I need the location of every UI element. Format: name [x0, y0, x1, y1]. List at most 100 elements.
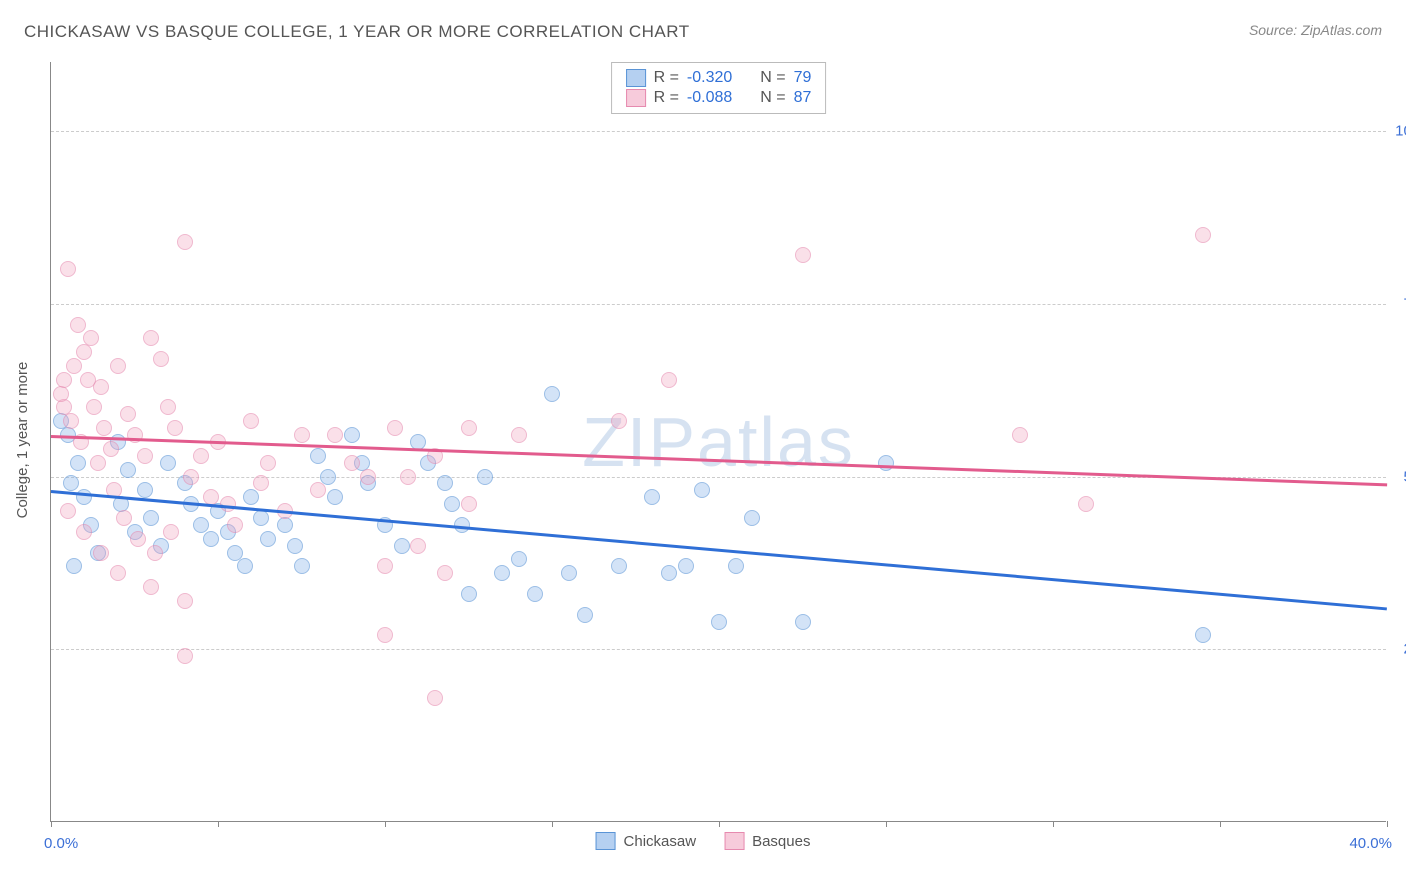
scatter-point — [56, 372, 72, 388]
scatter-point — [561, 565, 577, 581]
scatter-point — [76, 344, 92, 360]
trend-line — [51, 490, 1387, 610]
trend-line — [51, 435, 1387, 486]
r-label: R = — [654, 89, 679, 107]
n-label: N = — [760, 69, 785, 87]
scatter-point — [644, 489, 660, 505]
scatter-point — [120, 462, 136, 478]
scatter-point — [120, 406, 136, 422]
scatter-point — [410, 538, 426, 554]
scatter-point — [86, 399, 102, 415]
scatter-point — [477, 469, 493, 485]
x-tick — [218, 821, 219, 827]
scatter-point — [137, 448, 153, 464]
scatter-point — [253, 475, 269, 491]
scatter-point — [53, 386, 69, 402]
correlation-legend: R =-0.320N =79R =-0.088N =87 — [611, 62, 827, 114]
scatter-point — [511, 427, 527, 443]
scatter-point — [93, 545, 109, 561]
scatter-point — [110, 565, 126, 581]
legend-item: Basques — [724, 832, 810, 850]
scatter-point — [147, 545, 163, 561]
scatter-point — [744, 510, 760, 526]
scatter-point — [878, 455, 894, 471]
source-attribution: Source: ZipAtlas.com — [1249, 22, 1382, 38]
scatter-point — [177, 593, 193, 609]
x-tick — [51, 821, 52, 827]
scatter-point — [294, 427, 310, 443]
x-axis-max-label: 40.0% — [1349, 835, 1392, 852]
scatter-point — [167, 420, 183, 436]
series-swatch — [626, 89, 646, 107]
n-value: 79 — [794, 69, 812, 87]
scatter-point — [394, 538, 410, 554]
scatter-point — [90, 455, 106, 471]
scatter-point — [294, 558, 310, 574]
r-value: -0.320 — [687, 69, 732, 87]
scatter-point — [527, 586, 543, 602]
scatter-point — [160, 455, 176, 471]
scatter-point — [103, 441, 119, 457]
y-axis-title: College, 1 year or more — [14, 362, 31, 519]
scatter-point — [577, 607, 593, 623]
legend-label: Chickasaw — [624, 833, 697, 850]
scatter-point — [400, 469, 416, 485]
scatter-point — [227, 545, 243, 561]
scatter-point — [203, 531, 219, 547]
plot-area: ZIPatlas R =-0.320N =79R =-0.088N =87 25… — [50, 62, 1386, 822]
scatter-point — [177, 648, 193, 664]
scatter-point — [63, 475, 79, 491]
scatter-point — [137, 482, 153, 498]
x-axis-min-label: 0.0% — [44, 835, 78, 852]
scatter-point — [344, 427, 360, 443]
r-value: -0.088 — [687, 89, 732, 107]
scatter-point — [611, 558, 627, 574]
scatter-point — [70, 317, 86, 333]
scatter-point — [277, 517, 293, 533]
legend-label: Basques — [752, 833, 810, 850]
scatter-point — [795, 614, 811, 630]
legend-swatch — [596, 832, 616, 850]
scatter-point — [66, 358, 82, 374]
scatter-point — [60, 503, 76, 519]
y-tick-label: 100.0% — [1395, 123, 1406, 140]
x-tick — [552, 821, 553, 827]
scatter-point — [143, 330, 159, 346]
x-tick — [719, 821, 720, 827]
scatter-point — [1012, 427, 1028, 443]
scatter-point — [360, 469, 376, 485]
scatter-point — [227, 517, 243, 533]
scatter-point — [694, 482, 710, 498]
scatter-point — [1195, 627, 1211, 643]
legend-item: Chickasaw — [596, 832, 697, 850]
scatter-point — [678, 558, 694, 574]
x-tick — [1387, 821, 1388, 827]
scatter-point — [63, 413, 79, 429]
x-tick — [1220, 821, 1221, 827]
scatter-point — [243, 489, 259, 505]
scatter-point — [461, 420, 477, 436]
scatter-point — [80, 372, 96, 388]
n-value: 87 — [794, 89, 812, 107]
scatter-point — [320, 469, 336, 485]
series-legend: Chickasaw Basques — [596, 832, 811, 850]
scatter-point — [511, 551, 527, 567]
scatter-point — [183, 469, 199, 485]
x-tick — [385, 821, 386, 827]
scatter-point — [544, 386, 560, 402]
scatter-point — [310, 482, 326, 498]
scatter-point — [193, 448, 209, 464]
scatter-point — [237, 558, 253, 574]
scatter-point — [260, 531, 276, 547]
scatter-point — [260, 455, 276, 471]
scatter-point — [130, 531, 146, 547]
scatter-point — [711, 614, 727, 630]
scatter-point — [110, 358, 126, 374]
scatter-point — [83, 330, 99, 346]
r-label: R = — [654, 69, 679, 87]
scatter-point — [60, 261, 76, 277]
scatter-point — [444, 496, 460, 512]
scatter-point — [153, 351, 169, 367]
scatter-point — [611, 413, 627, 429]
scatter-point — [160, 399, 176, 415]
